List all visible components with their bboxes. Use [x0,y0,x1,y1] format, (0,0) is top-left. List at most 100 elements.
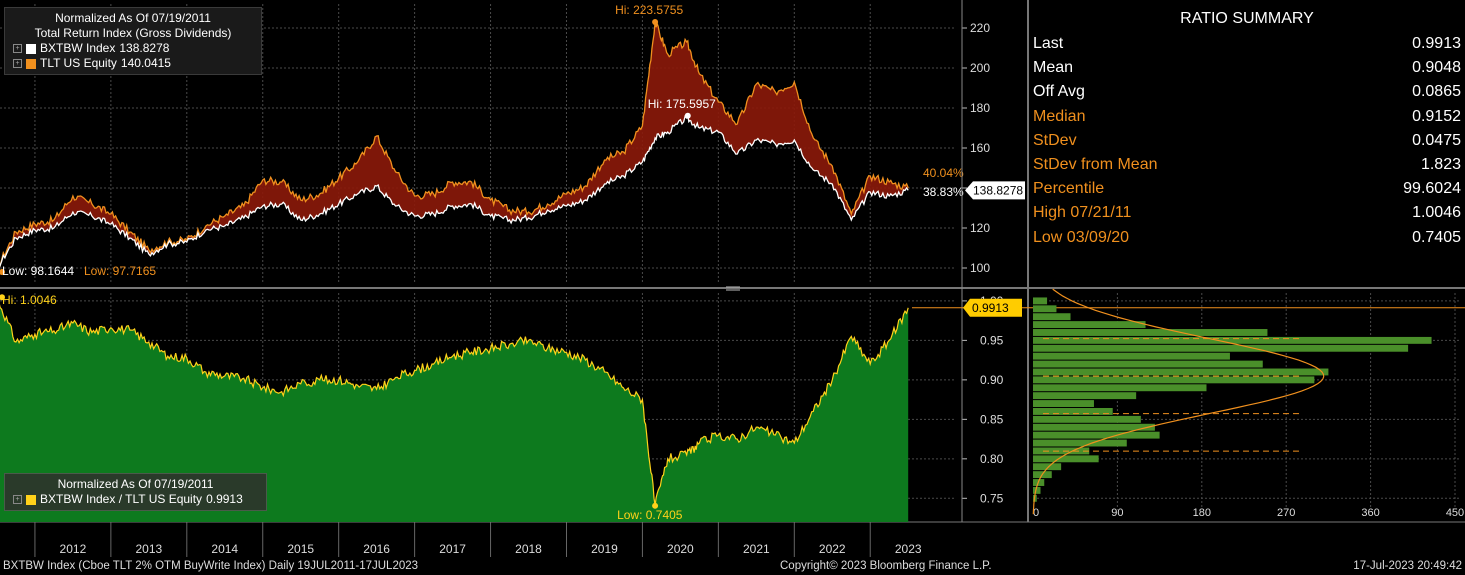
bottom-legend: Normalized As Of 07/19/2011 + BXTBW Inde… [4,473,267,511]
legend-bxtbw-name: BXTBW Index [40,41,116,55]
expand-icon[interactable]: + [13,59,22,68]
x-tick-label: 2021 [743,542,770,556]
ratio-summary-value: 99.6024 [1403,180,1461,198]
histogram-bar [1033,376,1315,384]
ratio-summary-label: Low 03/09/20 [1033,228,1130,246]
legend-item-ratio[interactable]: + BXTBW Index / TLT US Equity 0.9913 [13,492,258,507]
top-legend-header2: Total Return Index (Gross Dividends) [34,26,232,40]
tlt-high-label: Hi: 223.5755 [615,3,683,17]
x-tick-label: 2023 [895,542,922,556]
x-tick-label: 2022 [819,542,846,556]
ratio-high-label: Hi: 1.0046 [2,293,57,307]
ratio-last-tag [963,298,1022,317]
histogram-bar [1033,329,1268,336]
legend-tlt-name: TLT US Equity [40,56,117,70]
bottom-legend-header: Normalized As Of 07/19/2011 [57,477,214,491]
ratio-summary-label: StDev from Mean [1033,155,1158,173]
tlt-high-marker [652,19,659,25]
histogram-bar [1033,415,1141,423]
ratio-summary-value: 0.9048 [1412,59,1461,77]
ratio-summary-value: 0.9913 [1412,35,1461,52]
bxtbw-high-marker [684,112,691,119]
low-marker [0,269,5,275]
y-tick-label: 120 [970,221,990,235]
histogram-bar [1033,408,1113,415]
y-tick-label: 160 [970,141,990,155]
legend-tlt-value: 140.0415 [120,56,171,70]
ratio-low-label: Low: 0.7405 [617,508,683,522]
legend-ratio-value: 0.9913 [206,492,243,506]
ratio-summary-value: 0.7405 [1412,228,1461,246]
histogram-bar [1033,352,1230,360]
ratio-summary-panel: RATIO SUMMARY Last 0.9913 Mean 0.9048 Off Av… [1033,10,1461,250]
histogram-bar [1033,336,1432,344]
y-tick-label: 220 [970,21,990,35]
footer-timestamp: 17-Jul-2023 20:49:42 [1353,560,1462,572]
normal-distribution-curve [1032,288,1325,515]
x-tick-label: 2014 [211,542,238,556]
ratio-swatch [26,494,36,505]
ratio-summary-label: High 07/21/11 [1033,204,1132,222]
y-tick-label: 200 [970,61,990,75]
x-tick-label: 2012 [60,542,87,556]
ratio-low-marker [652,502,659,509]
legend-bxtbw-value: 138.8278 [119,41,170,55]
series-line-tlt [0,21,909,268]
y-tick-label: 0.75 [980,491,1004,505]
histogram-bar [1033,392,1137,400]
ratio-area-fill [0,307,909,522]
histogram-bar [1033,455,1099,463]
last-value-tag [965,181,1025,200]
ratio-summary-label: Last [1033,35,1064,52]
footer-copyright: Copyright© 2023 Bloomberg Finance L.P. [780,560,992,572]
last-value-tag-text: 138.8278 [973,183,1023,197]
x-tick-label: 2020 [667,542,694,556]
top-legend-header1: Normalized As Of 07/19/2011 [55,11,211,25]
hist-x-tick-label: 270 [1277,507,1295,519]
ratio-summary-row: Last 0.9913 [1033,32,1461,56]
bxtbw-swatch [26,43,36,54]
x-tick-label: 2016 [363,542,390,556]
histogram-bar [1033,400,1094,407]
legend-item-bxtbw[interactable]: + BXTBW Index 138.8278 [13,41,253,56]
histogram-bar [1033,431,1160,439]
ratio-summary-row: Off Avg 0.0865 [1033,80,1461,104]
expand-icon[interactable]: + [13,44,22,53]
ratio-summary-row: Mean 0.9048 [1033,56,1461,80]
x-tick-label: 2013 [135,542,162,556]
ratio-summary-row: High 07/21/11 1.0046 [1033,201,1461,225]
ratio-summary-label: Percentile [1033,180,1105,198]
histogram-bar [1033,447,1090,455]
ratio-summary-row: Percentile 99.6024 [1033,177,1461,201]
tlt-swatch [26,58,36,69]
ratio-summary-value: 1.823 [1420,155,1461,173]
histogram-bar [1033,439,1127,447]
ratio-summary-label: Median [1033,107,1086,125]
histogram-bar [1033,360,1263,368]
ratio-summary-title: RATIO SUMMARY [1180,10,1314,27]
footer-bar: BXTBW Index (Cboe TLT 2% OTM BuyWrite In… [0,557,1465,575]
y-tick-label: 0.85 [980,412,1004,426]
legend-ratio-name: BXTBW Index / TLT US Equity [40,492,203,506]
ratio-summary-value: 0.0865 [1412,83,1461,101]
ratio-summary-rows: Last 0.9913 Mean 0.9048 Off Avg 0.0865 Median 0… [1033,32,1461,250]
ratio-summary-row: Median 0.9152 [1033,105,1461,129]
top-legend: Normalized As Of 07/19/2011 Total Return… [4,7,262,75]
histogram-bar [1033,384,1207,392]
ratio-summary-label: StDev [1033,131,1077,149]
legend-item-tlt[interactable]: + TLT US Equity 140.0415 [13,56,253,71]
x-tick-label: 2015 [287,542,314,556]
ratio-summary-value: 1.0046 [1412,204,1461,222]
hist-x-tick-label: 90 [1111,507,1123,519]
y-tick-label: 0.95 [980,333,1004,347]
histogram-bar [1033,368,1329,376]
expand-icon[interactable]: + [13,495,22,504]
hist-x-tick-label: 360 [1361,507,1379,519]
histogram-bar [1033,313,1071,321]
x-tick-label: 2019 [591,542,618,556]
hist-x-tick-label: 0 [1033,507,1039,519]
series-line-bxtbw [0,113,909,268]
x-tick-label: 2017 [439,542,466,556]
histogram-bar [1033,305,1057,313]
